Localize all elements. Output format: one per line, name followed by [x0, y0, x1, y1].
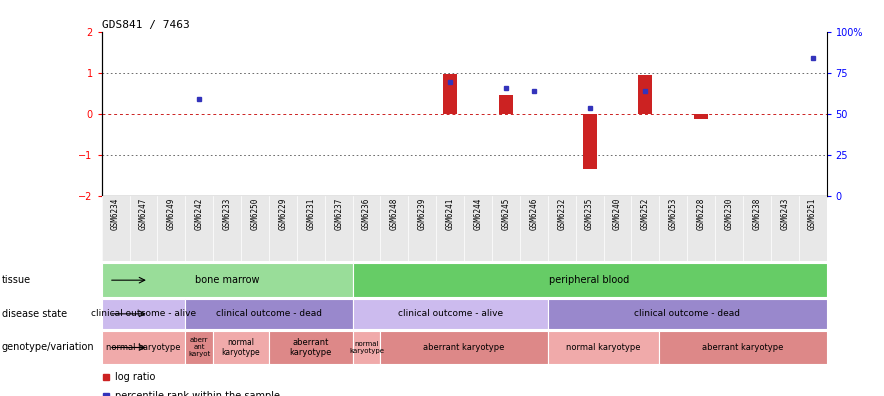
Bar — [186, 331, 213, 364]
Bar — [269, 331, 353, 364]
Text: GSM6232: GSM6232 — [557, 198, 566, 230]
Text: disease state: disease state — [2, 309, 67, 319]
Text: genotype/variation: genotype/variation — [2, 343, 95, 352]
Text: GSM6228: GSM6228 — [697, 198, 705, 230]
Text: GSM6248: GSM6248 — [390, 198, 399, 230]
Text: GSM6238: GSM6238 — [752, 198, 761, 230]
Bar — [186, 299, 353, 329]
Text: GSM6230: GSM6230 — [725, 198, 734, 230]
Text: normal karyotype: normal karyotype — [567, 343, 641, 352]
Text: GSM6253: GSM6253 — [668, 198, 678, 230]
Text: GSM6229: GSM6229 — [278, 198, 287, 230]
Text: aberr
ant
karyot: aberr ant karyot — [188, 337, 210, 358]
Bar — [213, 331, 269, 364]
Text: GSM6249: GSM6249 — [167, 198, 176, 230]
Text: GSM6236: GSM6236 — [362, 198, 371, 230]
Text: GSM6243: GSM6243 — [781, 198, 789, 230]
Text: normal
karyotype: normal karyotype — [349, 341, 384, 354]
Text: GSM6250: GSM6250 — [250, 198, 260, 230]
Text: GSM6244: GSM6244 — [474, 198, 483, 230]
Text: GSM6234: GSM6234 — [111, 198, 120, 230]
Bar — [353, 299, 548, 329]
Text: GDS841 / 7463: GDS841 / 7463 — [102, 19, 189, 30]
Bar — [353, 331, 380, 364]
Text: GSM6231: GSM6231 — [306, 198, 316, 230]
Text: tissue: tissue — [2, 275, 31, 285]
Text: GSM6252: GSM6252 — [641, 198, 650, 230]
Text: GSM6242: GSM6242 — [194, 198, 203, 230]
Text: GSM6246: GSM6246 — [530, 198, 538, 230]
Text: normal
karyotype: normal karyotype — [222, 338, 261, 357]
Text: GSM6245: GSM6245 — [501, 198, 510, 230]
Bar — [548, 299, 827, 329]
Bar — [102, 331, 186, 364]
Text: GSM6247: GSM6247 — [139, 198, 148, 230]
Text: clinical outcome - alive: clinical outcome - alive — [91, 309, 196, 318]
Text: clinical outcome - dead: clinical outcome - dead — [216, 309, 322, 318]
Text: percentile rank within the sample: percentile rank within the sample — [115, 391, 279, 396]
Text: peripheral blood: peripheral blood — [550, 275, 629, 285]
Text: clinical outcome - alive: clinical outcome - alive — [398, 309, 503, 318]
Bar — [380, 331, 548, 364]
Bar — [443, 74, 457, 114]
Text: GSM6241: GSM6241 — [446, 198, 454, 230]
Text: aberrant
karyotype: aberrant karyotype — [290, 338, 332, 357]
Bar — [548, 331, 659, 364]
Bar — [102, 299, 186, 329]
Text: GSM6240: GSM6240 — [613, 198, 622, 230]
Text: aberrant karyotype: aberrant karyotype — [423, 343, 505, 352]
Text: GSM6235: GSM6235 — [585, 198, 594, 230]
Bar — [583, 114, 597, 169]
Text: log ratio: log ratio — [115, 372, 155, 382]
Text: normal karyotype: normal karyotype — [106, 343, 180, 352]
Bar — [102, 263, 353, 297]
Text: bone marrow: bone marrow — [194, 275, 259, 285]
Text: GSM6251: GSM6251 — [808, 198, 817, 230]
Text: aberrant karyotype: aberrant karyotype — [702, 343, 783, 352]
Bar — [353, 263, 827, 297]
Text: GSM6237: GSM6237 — [334, 198, 343, 230]
Bar — [499, 95, 513, 114]
Text: GSM6239: GSM6239 — [418, 198, 427, 230]
Text: GSM6233: GSM6233 — [223, 198, 232, 230]
Text: clinical outcome - dead: clinical outcome - dead — [634, 309, 740, 318]
Bar — [638, 75, 652, 114]
Bar — [694, 114, 708, 119]
Bar — [659, 331, 827, 364]
